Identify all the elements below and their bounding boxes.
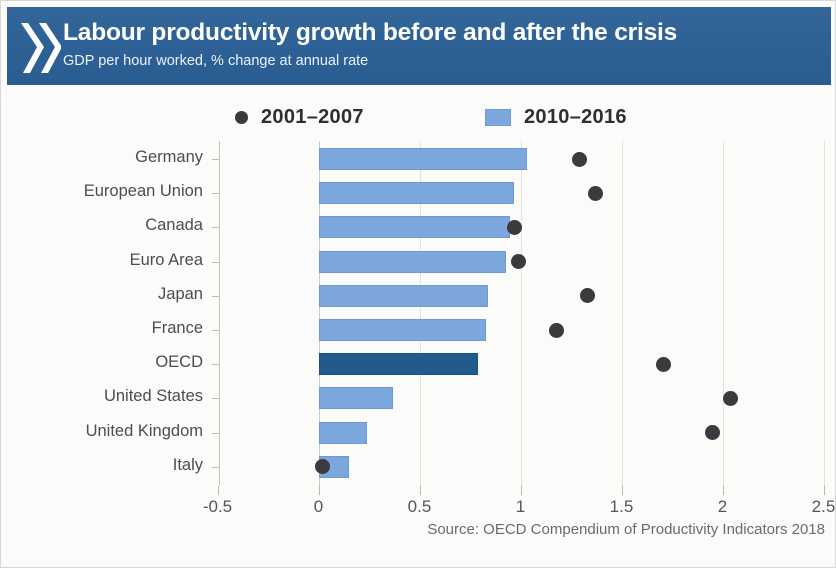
y-axis-tick	[212, 398, 220, 400]
x-axis-tick-label: 0.5	[407, 497, 432, 516]
x-axis-tick	[419, 486, 421, 495]
x-axis-tick-label: -0.5	[202, 497, 233, 516]
x-axis-tick	[621, 486, 623, 495]
x-axis-tick-label: 2.5	[811, 497, 836, 516]
y-axis-label-oecd: OECD	[155, 353, 203, 372]
y-axis-tick	[212, 364, 220, 366]
y-axis-label-euro-area: Euro Area	[129, 250, 203, 269]
bar-european-union[interactable]	[318, 182, 515, 205]
legend-item-2001-2007[interactable]: 2001–2007	[235, 101, 364, 133]
header-text-block: Labour productivity growth before and af…	[63, 18, 823, 71]
y-axis-label-france: France	[151, 319, 203, 337]
x-axis-tick	[722, 486, 724, 495]
page-subtitle: GDP per hour worked, % change at annual …	[63, 53, 369, 69]
bar-united-states[interactable]	[318, 387, 394, 410]
dot-france[interactable]	[549, 322, 565, 338]
y-axis-label-european-union: European Union	[83, 182, 203, 201]
x-axis-tick	[318, 486, 320, 495]
x-axis-tick-label: 0	[313, 497, 324, 516]
gridline	[823, 141, 825, 486]
y-axis-tick	[212, 432, 220, 434]
y-axis-tick	[212, 227, 220, 229]
bar-japan[interactable]	[318, 284, 489, 307]
legend-item-2010-2016[interactable]: 2010–2016	[485, 101, 627, 133]
x-axis-tick-label: 2	[717, 497, 728, 516]
dot-canada[interactable]	[506, 219, 522, 235]
x-axis-tick	[823, 486, 825, 495]
y-axis-tick	[212, 466, 220, 468]
bar-canada[interactable]	[318, 216, 511, 239]
chart-header: Labour productivity growth before and af…	[7, 7, 831, 85]
dot-european-union[interactable]	[587, 185, 603, 201]
x-axis-tick	[520, 486, 522, 495]
bar-france[interactable]	[318, 319, 487, 341]
x-axis-tick	[217, 486, 219, 495]
bar-euro-area[interactable]	[318, 250, 507, 273]
legend-dot-marker-icon	[235, 110, 248, 124]
dot-italy[interactable]	[315, 459, 331, 475]
dot-germany[interactable]	[571, 151, 587, 167]
bar-oecd[interactable]	[318, 353, 479, 376]
chart-legend: 2001–2007 2010–2016	[7, 101, 831, 133]
y-axis-tick	[212, 159, 220, 160]
dot-euro-area[interactable]	[510, 254, 526, 270]
dot-united-states[interactable]	[723, 390, 739, 406]
chart-grid: -0.5 0 0.5 1 1.5 2 2.5 Germany European Union Can…	[7, 85, 835, 562]
y-axis-label-canada: Canada	[145, 216, 203, 235]
y-axis-tick	[212, 193, 220, 195]
y-axis-label-united-states: United States	[103, 387, 203, 406]
bar-united-kingdom[interactable]	[318, 421, 367, 444]
y-axis-label-germany: Germany	[135, 148, 203, 166]
y-axis-tick	[212, 261, 220, 263]
bar-germany[interactable]	[318, 148, 527, 170]
gridline	[318, 141, 320, 486]
legend-label: 2001–2007	[261, 105, 364, 128]
dot-united-kingdom[interactable]	[704, 425, 720, 441]
gridline	[722, 141, 724, 486]
y-axis-line	[219, 141, 220, 486]
legend-square-marker-icon	[485, 108, 511, 126]
chart-plot-area: 2001–2007 2010–2016 -0.5 0 0.5 1 1.5 2 2.5 Germ…	[7, 85, 835, 562]
legend-label: 2010–2016	[524, 105, 627, 128]
gridline	[621, 141, 623, 486]
x-axis-tick-label: 1.5	[609, 497, 634, 516]
dot-japan[interactable]	[579, 288, 595, 304]
y-axis-label-united-kingdom: United Kingdom	[85, 421, 203, 440]
dot-oecd[interactable]	[656, 356, 672, 372]
y-axis-label-japan: Japan	[158, 284, 203, 303]
gridline	[419, 141, 421, 486]
page-title: Labour productivity growth before and af…	[63, 19, 678, 46]
y-axis-tick	[212, 330, 220, 331]
double-chevron-icon	[17, 19, 62, 77]
x-axis-tick-label: 1	[515, 497, 526, 516]
source-note: Source: OECD Compendium of Productivity …	[427, 521, 825, 538]
y-axis-label-italy: Italy	[172, 455, 203, 474]
gridline	[520, 141, 522, 486]
y-axis-tick	[212, 295, 220, 297]
